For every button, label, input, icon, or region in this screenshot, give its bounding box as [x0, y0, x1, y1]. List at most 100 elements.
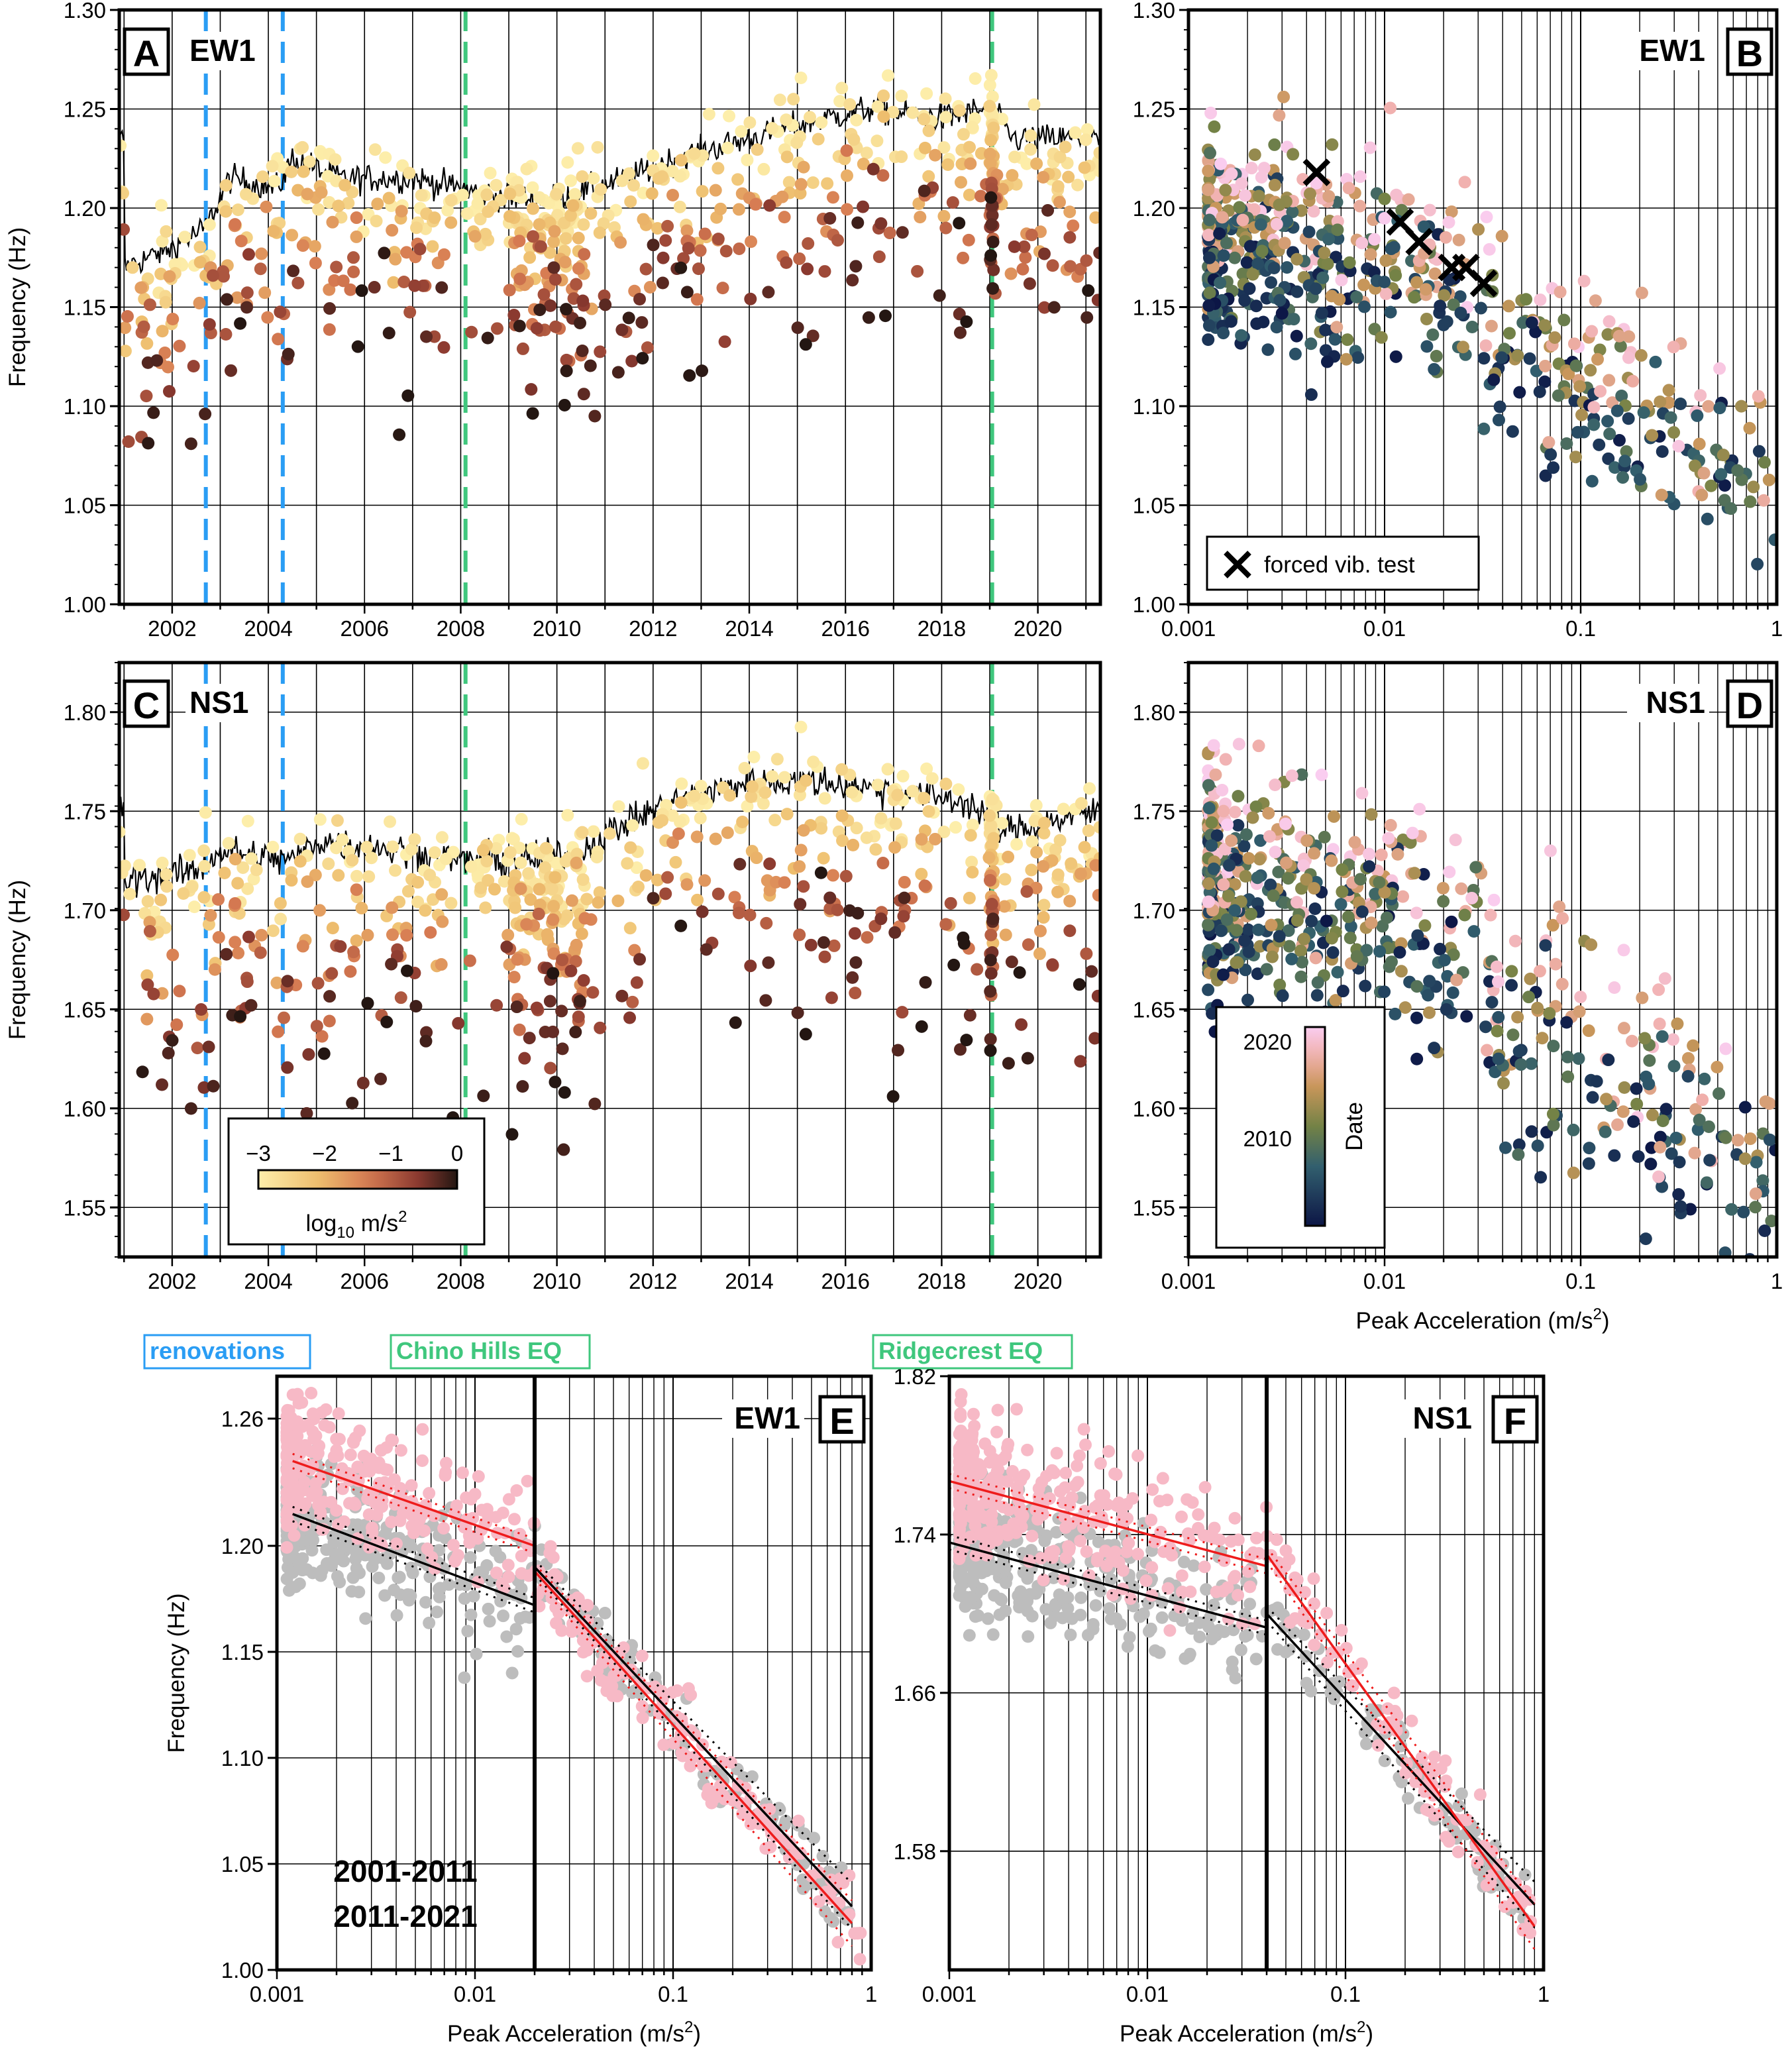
- data-point: [1161, 1493, 1174, 1507]
- data-point: [696, 185, 709, 198]
- data-point: [1499, 1141, 1512, 1154]
- data-point: [593, 886, 606, 899]
- data-point: [1139, 1574, 1153, 1588]
- data-point: [1088, 1032, 1100, 1045]
- x-tick-label: 0.1: [1330, 1982, 1361, 2006]
- data-point: [231, 203, 244, 217]
- data-point: [1438, 289, 1451, 302]
- data-point: [1554, 286, 1567, 299]
- data-point: [1735, 400, 1748, 413]
- data-point: [560, 303, 573, 316]
- data-point: [141, 978, 154, 991]
- data-point: [346, 1097, 359, 1110]
- data-point: [806, 176, 819, 190]
- data-point: [556, 1042, 569, 1056]
- data-point: [1314, 1627, 1328, 1641]
- data-point: [199, 806, 212, 819]
- x-tick-label: 2016: [821, 1269, 870, 1293]
- data-point: [1586, 1091, 1599, 1104]
- data-point: [1218, 1554, 1231, 1567]
- data-point: [1204, 107, 1218, 120]
- data-point: [770, 753, 784, 766]
- data-point: [1255, 170, 1268, 184]
- data-point: [1340, 353, 1353, 366]
- data-point: [533, 883, 546, 896]
- data-point: [1214, 924, 1228, 938]
- data-point: [1213, 227, 1226, 241]
- data-point: [635, 316, 649, 329]
- data-point: [1763, 1133, 1776, 1146]
- data-point: [963, 891, 976, 904]
- data-point: [317, 1047, 331, 1060]
- data-point: [714, 202, 727, 215]
- data-point: [871, 779, 884, 792]
- data-point: [231, 877, 244, 890]
- data-point: [1667, 426, 1681, 439]
- data-point: [1094, 1489, 1107, 1502]
- data-point: [1406, 826, 1419, 840]
- data-point: [212, 931, 225, 944]
- data-point: [1335, 1623, 1348, 1637]
- data-point: [547, 967, 560, 980]
- data-point: [1421, 1761, 1434, 1774]
- data-point: [1688, 1146, 1701, 1160]
- data-point: [1452, 1800, 1465, 1813]
- data-point: [841, 203, 854, 216]
- data-point: [871, 100, 884, 113]
- data-point: [1200, 1583, 1213, 1596]
- data-point: [1516, 1924, 1530, 1937]
- data-point: [202, 1040, 215, 1054]
- data-point: [197, 844, 211, 857]
- data-point: [843, 98, 857, 111]
- data-point: [1652, 983, 1665, 997]
- data-point: [1222, 889, 1235, 902]
- data-point: [615, 989, 629, 1003]
- data-point: [1373, 876, 1386, 889]
- data-point: [1601, 328, 1614, 341]
- data-point: [647, 149, 660, 162]
- data-point: [823, 891, 837, 904]
- data-point: [126, 261, 139, 274]
- data-point: [242, 248, 255, 261]
- data-point: [1228, 1511, 1241, 1525]
- fit-line-2011-2021: [292, 1460, 535, 1547]
- data-point: [313, 1472, 327, 1485]
- data-point: [678, 1749, 692, 1763]
- data-point: [1582, 1157, 1595, 1170]
- data-point: [576, 170, 589, 183]
- data-point: [1102, 1445, 1115, 1458]
- y-tick-label: 1.20: [221, 1534, 264, 1558]
- data-point: [1410, 906, 1423, 920]
- data-point: [780, 808, 794, 821]
- data-point: [1333, 293, 1346, 306]
- data-point: [728, 891, 741, 904]
- data-point: [666, 809, 679, 822]
- data-point: [712, 233, 725, 246]
- data-point: [1440, 1003, 1453, 1016]
- data-point: [957, 1454, 970, 1467]
- data-point: [1049, 1525, 1063, 1539]
- data-point: [1183, 1647, 1196, 1660]
- data-point: [423, 1487, 436, 1500]
- data-point: [350, 230, 363, 243]
- data-point: [170, 1018, 184, 1032]
- data-point: [1026, 835, 1039, 848]
- data-point: [301, 875, 314, 889]
- data-point: [580, 1670, 594, 1683]
- data-point: [1114, 1618, 1127, 1631]
- data-point: [937, 826, 951, 839]
- data-point: [1617, 1022, 1630, 1035]
- data-point: [1287, 148, 1300, 161]
- data-point: [1117, 1516, 1130, 1529]
- data-point: [1350, 290, 1363, 303]
- x-tick-label: 2020: [1014, 616, 1062, 641]
- data-point: [513, 1023, 526, 1036]
- data-point: [419, 1034, 433, 1048]
- data-point: [1206, 1007, 1219, 1020]
- data-point: [674, 261, 688, 274]
- data-point: [1379, 254, 1393, 267]
- data-point: [939, 92, 952, 105]
- data-point: [159, 296, 172, 309]
- y-tick-label: 1.05: [221, 1852, 264, 1876]
